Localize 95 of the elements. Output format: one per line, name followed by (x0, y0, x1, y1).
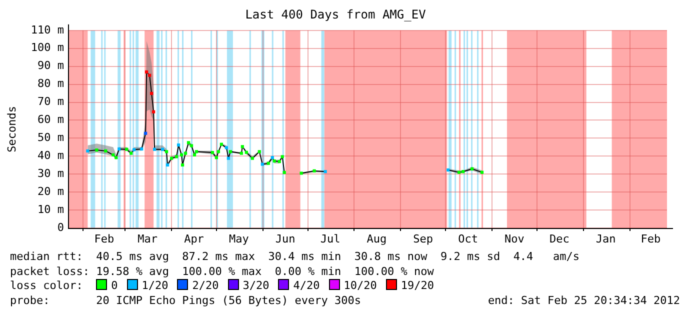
y-tick-label: 100 m (30, 41, 64, 54)
point (462, 170, 465, 174)
point (176, 143, 180, 147)
point (140, 147, 144, 151)
y-tick-label: 90 m (38, 59, 64, 72)
point (152, 110, 156, 114)
point (180, 163, 184, 167)
point (224, 146, 228, 150)
point (118, 147, 121, 151)
point (446, 168, 450, 172)
point (114, 156, 118, 160)
point (228, 150, 232, 154)
x-tick-label: Feb (94, 232, 114, 246)
x-tick-label: Apr (184, 232, 204, 246)
point (145, 70, 148, 74)
point (220, 142, 224, 146)
point (132, 148, 136, 152)
x-tick-label: Jun (275, 232, 296, 246)
point (282, 170, 286, 174)
point (164, 150, 168, 154)
y-tick-label: 60 m (38, 113, 64, 126)
point (174, 155, 178, 158)
point (458, 170, 461, 174)
text: probe: 20 ICMP Echo Pings (56 Bytes) every 300s (10, 294, 361, 308)
legend-label: 2/20 (192, 279, 219, 292)
point (244, 150, 248, 154)
point (272, 159, 276, 163)
x-tick-label: May (228, 232, 250, 246)
text: end: Sat Feb 25 20:34:34 2012 (488, 294, 680, 308)
x-tick-label: Sep (413, 232, 434, 246)
point (190, 144, 194, 148)
point (250, 156, 254, 160)
x-tick-label: Feb (640, 232, 661, 246)
x-tick-label: Nov (504, 232, 525, 246)
y-tick-label: 20 m (38, 184, 64, 198)
point (480, 170, 484, 174)
y-tick-label: 110 m (30, 23, 64, 36)
point (153, 148, 156, 151)
point (166, 163, 170, 167)
point (266, 162, 270, 165)
x-tick-label: Jan (596, 232, 616, 246)
point (270, 156, 274, 160)
legend-title: loss color: (10, 279, 84, 292)
point (180, 153, 184, 156)
y-tick-label: 0 (57, 220, 64, 234)
text: median rtt: 40.5 ms avg 87.2 ms max 30.4 ms min 30.8 ms now 9.2 ms sd 4.4 am/s (10, 250, 580, 264)
chart-title: Last 400 Days from AMG_EV (245, 7, 426, 22)
y-tick-label: 10 m (38, 202, 64, 216)
point (186, 141, 190, 144)
point (210, 150, 214, 154)
x-tick-label: Jul (320, 232, 340, 246)
point (240, 152, 243, 155)
legend-label: 3/20 (242, 279, 270, 292)
x-tick-label: Mar (138, 232, 158, 246)
y-tick-label: 40 m (38, 149, 64, 162)
x-tick-label: Dec (549, 232, 570, 246)
point (258, 150, 261, 154)
point (112, 153, 115, 156)
point (125, 148, 128, 151)
legend-label: 1/20 (142, 279, 168, 292)
point (240, 145, 244, 148)
legend-label: 4/20 (293, 279, 320, 292)
x-tick-label: Aug (366, 232, 387, 246)
point (260, 162, 264, 166)
y-tick-label: 80 m (38, 77, 64, 90)
point (470, 167, 474, 170)
y-axis-title: Seconds (5, 106, 18, 152)
y-tick-label: 50 m (38, 131, 64, 144)
point (144, 132, 148, 135)
y-tick-label: 30 m (38, 166, 64, 180)
point (148, 74, 152, 77)
legend-label: 19/20 (400, 279, 434, 292)
point (300, 172, 303, 175)
point (184, 152, 188, 155)
legend-label: 10/20 (344, 279, 377, 292)
point (324, 170, 327, 174)
point (86, 149, 90, 152)
point (194, 150, 198, 154)
point (312, 169, 316, 172)
point (161, 148, 164, 151)
point (170, 156, 174, 160)
point (226, 156, 230, 160)
point (214, 156, 218, 160)
point (278, 160, 281, 164)
point (150, 92, 154, 96)
point (192, 153, 196, 156)
y-tick-label: 70 m (38, 95, 64, 108)
text: packet loss: 19.58 % avg 100.00 % max 0.00 % min 100.00 % now (10, 264, 434, 279)
point (130, 152, 133, 155)
point (216, 150, 220, 154)
x-tick-label: Oct (458, 232, 478, 246)
point (95, 148, 98, 152)
legend-label: 0 (111, 279, 118, 292)
point (104, 149, 108, 152)
point (280, 155, 284, 158)
